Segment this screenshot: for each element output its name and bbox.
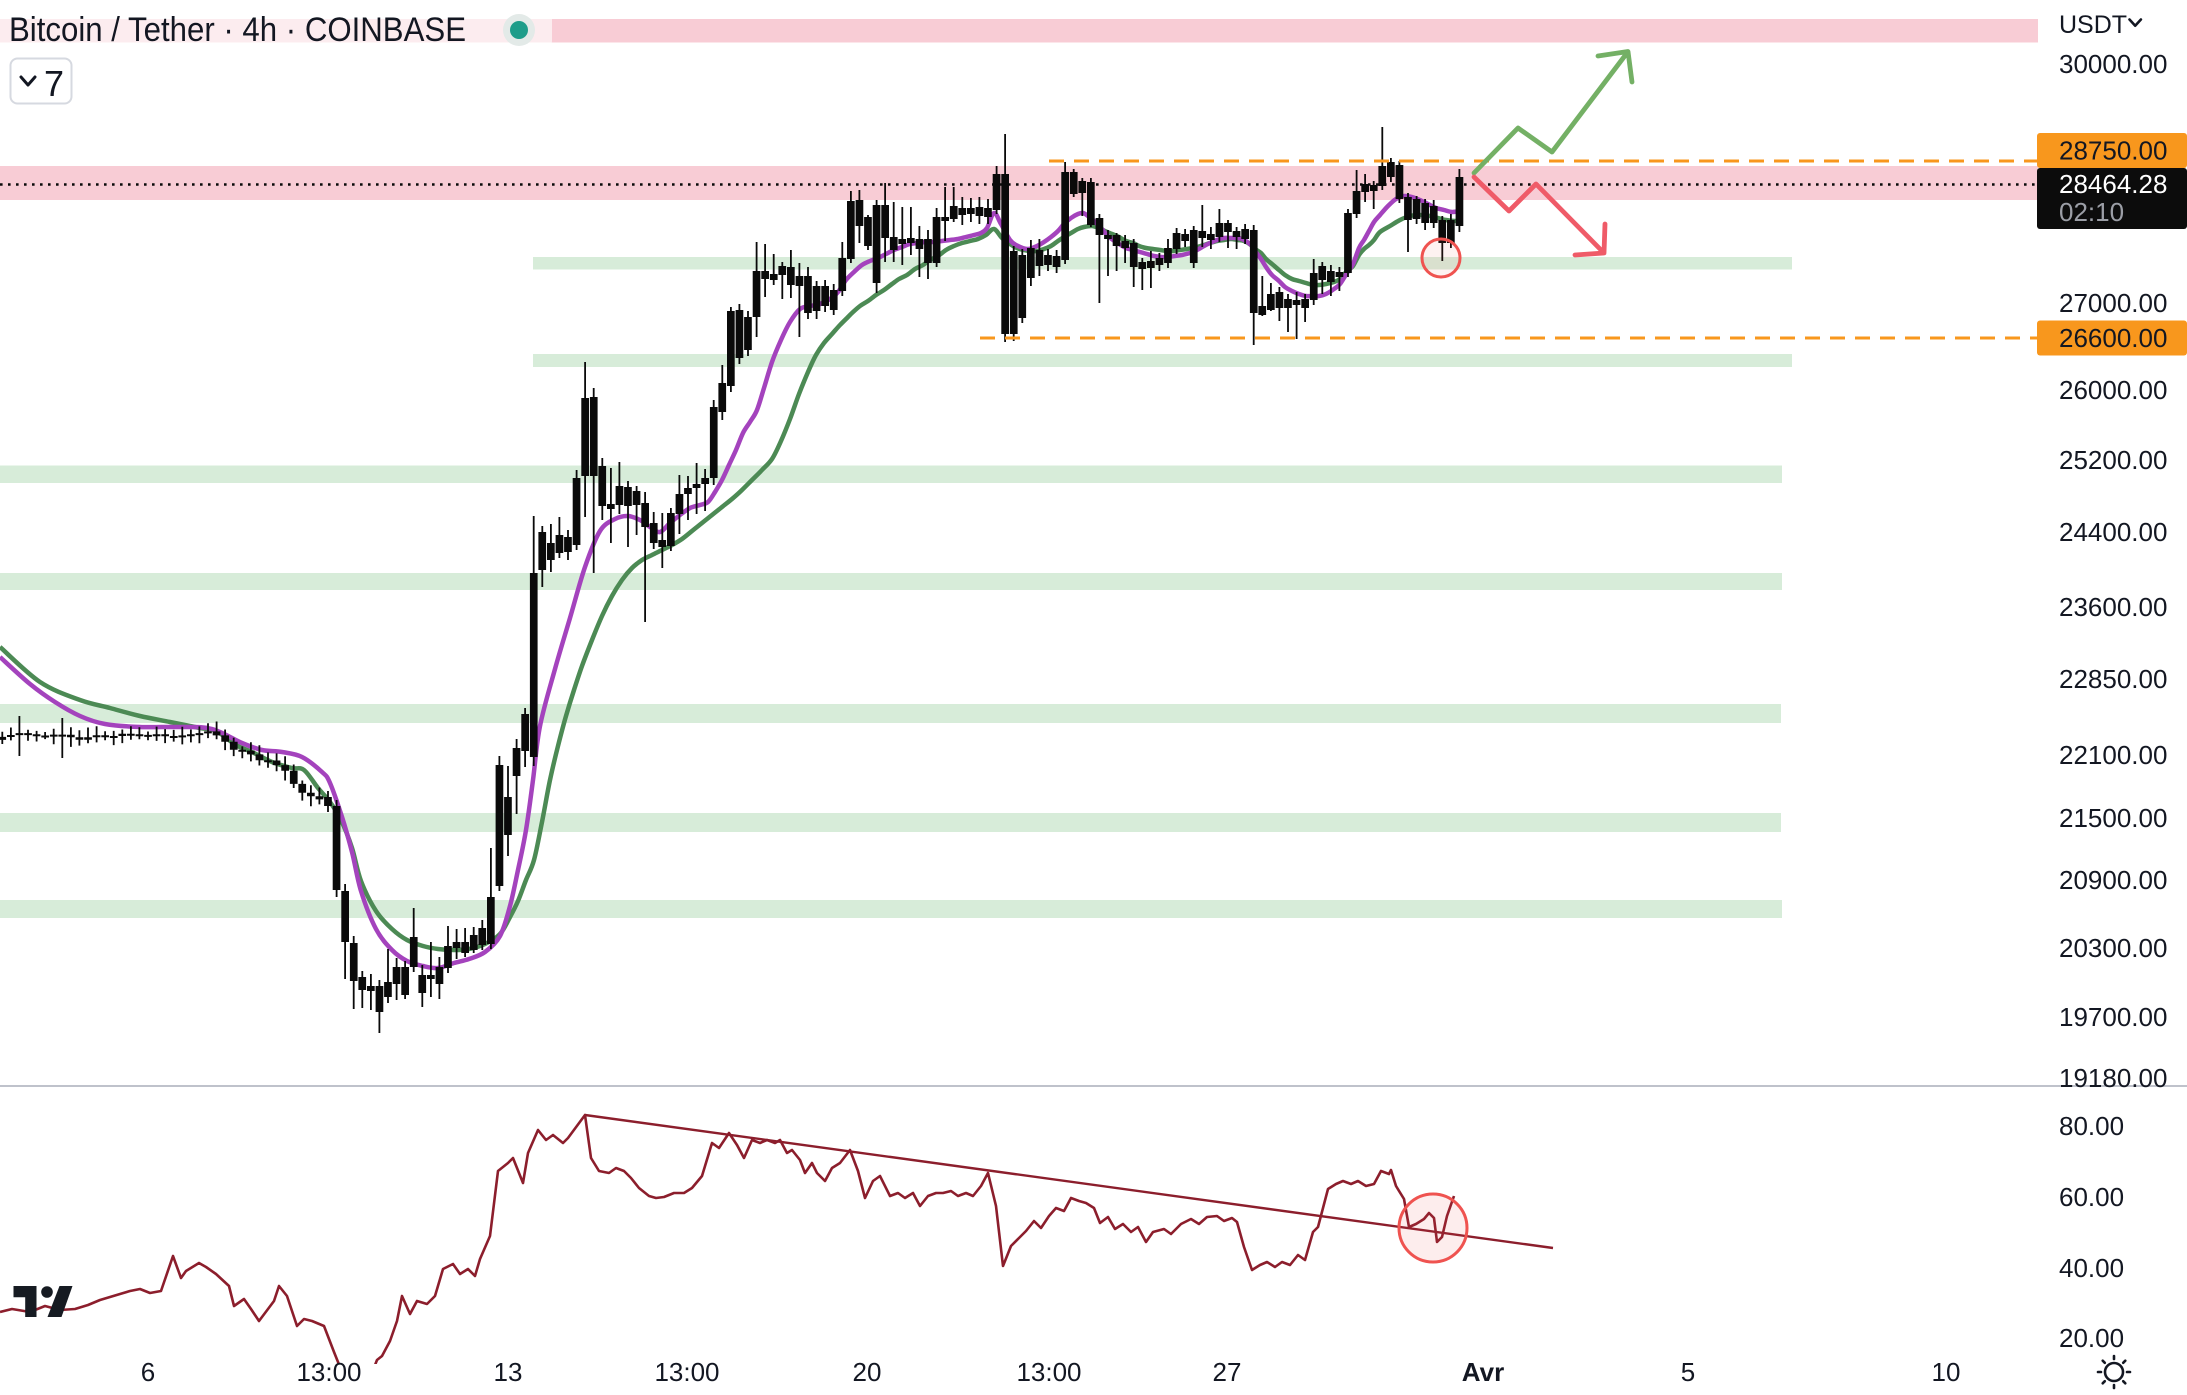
svg-text:Bitcoin / Tether · 4h · COINBA: Bitcoin / Tether · 4h · COINBASE bbox=[9, 11, 466, 49]
svg-text:13: 13 bbox=[494, 1357, 523, 1387]
svg-text:10: 10 bbox=[1932, 1357, 1961, 1387]
svg-text:20900.00: 20900.00 bbox=[2059, 865, 2167, 895]
svg-text:13:00: 13:00 bbox=[296, 1357, 361, 1387]
svg-text:27: 27 bbox=[1213, 1357, 1242, 1387]
svg-text:80.00: 80.00 bbox=[2059, 1111, 2124, 1141]
svg-text:Avr: Avr bbox=[1462, 1357, 1504, 1387]
svg-text:30000.00: 30000.00 bbox=[2059, 49, 2167, 79]
svg-text:25200.00: 25200.00 bbox=[2059, 445, 2167, 475]
svg-text:19180.00: 19180.00 bbox=[2059, 1063, 2167, 1093]
svg-text:20300.00: 20300.00 bbox=[2059, 933, 2167, 963]
svg-text:40.00: 40.00 bbox=[2059, 1253, 2124, 1283]
svg-text:5: 5 bbox=[1681, 1357, 1695, 1387]
svg-text:26600.00: 26600.00 bbox=[2059, 323, 2167, 353]
svg-text:22100.00: 22100.00 bbox=[2059, 740, 2167, 770]
svg-text:28464.28: 28464.28 bbox=[2059, 169, 2167, 199]
svg-text:7: 7 bbox=[44, 63, 64, 104]
svg-text:22850.00: 22850.00 bbox=[2059, 664, 2167, 694]
svg-text:02:10: 02:10 bbox=[2059, 197, 2124, 227]
svg-text:20.00: 20.00 bbox=[2059, 1323, 2124, 1353]
svg-text:23600.00: 23600.00 bbox=[2059, 592, 2167, 622]
svg-text:26000.00: 26000.00 bbox=[2059, 375, 2167, 405]
svg-text:60.00: 60.00 bbox=[2059, 1182, 2124, 1212]
svg-text:27000.00: 27000.00 bbox=[2059, 288, 2167, 318]
svg-text:13:00: 13:00 bbox=[654, 1357, 719, 1387]
svg-text:20: 20 bbox=[853, 1357, 882, 1387]
svg-text:USDT: USDT bbox=[2059, 11, 2127, 39]
svg-text:6: 6 bbox=[141, 1357, 155, 1387]
svg-text:28750.00: 28750.00 bbox=[2059, 136, 2167, 166]
svg-text:19700.00: 19700.00 bbox=[2059, 1002, 2167, 1032]
svg-text:13:00: 13:00 bbox=[1016, 1357, 1081, 1387]
svg-text:21500.00: 21500.00 bbox=[2059, 803, 2167, 833]
svg-text:24400.00: 24400.00 bbox=[2059, 517, 2167, 547]
